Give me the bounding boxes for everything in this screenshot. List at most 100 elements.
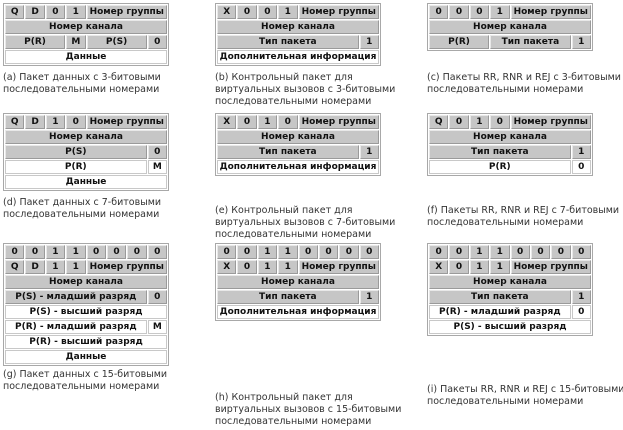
packet-caption: (f) Пакеты RR, RNR и REJ с 7-битовыми по… [427, 205, 620, 228]
packet-format-e: X 0 1 0 Номер группы Номер канала Тип пакета 1 Д… [215, 113, 381, 176]
packet-octet-row: Номер канала [5, 20, 167, 34]
packet-octet-row: X 0 1 0 Номер группы [217, 115, 379, 129]
packet-field: 1 [490, 245, 510, 259]
packet-field: 0 [66, 115, 86, 129]
packet-field: 0 [449, 115, 469, 129]
packet-field: Номер группы [298, 115, 379, 129]
packet-field-table: 0 0 1 1 0 0 0 0 X 0 1 1 Номер группы Номер канала Тип … [215, 243, 381, 321]
packet-format-a: Q D 0 1 Номер группы Номер канала P(R) M P(S) 0 Да… [3, 3, 169, 66]
packet-field: P(S) - младший разряд [5, 290, 147, 304]
packet-field: 0 [530, 245, 551, 259]
packet-field: D [25, 5, 45, 19]
packet-field: 0 [429, 5, 449, 19]
packet-field: P(R) - младший разряд [5, 320, 147, 334]
packet-field: 0 [106, 245, 127, 259]
packet-octet-row: Номер канала [217, 130, 379, 144]
packet-field: Номер канала [429, 20, 591, 34]
packet-octet-row: Номер канала [5, 130, 167, 144]
packet-octet-row: P(S) - младший разряд 0 [5, 290, 167, 304]
packet-field: X [429, 260, 449, 274]
packet-field: Номер группы [86, 5, 167, 19]
packet-field: 1 [66, 245, 86, 259]
packet-field: Номер канала [5, 130, 167, 144]
packet-octet-row: Q D 1 1 Номер группы [5, 260, 167, 274]
packet-field: P(S) - высший разряд [429, 320, 591, 334]
packet-octet-row: Данные [5, 50, 167, 64]
packet-field: 0 [469, 5, 490, 19]
packet-field: 0 [571, 160, 591, 174]
packet-field: Номер канала [5, 20, 167, 34]
packet-field: Номер группы [298, 5, 379, 19]
packet-field: 0 [147, 35, 167, 49]
packet-field: M [147, 160, 167, 174]
packet-field: 1 [278, 260, 298, 274]
packet-octet-row: X 0 0 1 Номер группы [217, 5, 379, 19]
packet-field: 1 [278, 5, 298, 19]
packet-field: Номер группы [510, 260, 591, 274]
packet-field: 1 [359, 290, 379, 304]
packet-field: 1 [257, 115, 278, 129]
packet-format-i: 0 0 1 1 0 0 0 0 X 0 1 1 Номер группы Номер канала Тип … [427, 243, 593, 336]
packet-field: 0 [449, 245, 469, 259]
packet-octet-row: Номер канала [217, 20, 379, 34]
packet-field: P(R) [429, 160, 571, 174]
packet-field: P(S) [5, 145, 147, 159]
packet-field: 0 [551, 245, 571, 259]
packet-field: 1 [278, 245, 298, 259]
packet-field: D [25, 115, 45, 129]
packet-field: Тип пакета [429, 290, 571, 304]
packet-field: Q [5, 260, 25, 274]
packet-field: Номер группы [510, 115, 591, 129]
packet-field: 0 [147, 245, 167, 259]
packet-field: 0 [490, 115, 510, 129]
packet-octet-row: P(R) - младший разряд 0 [429, 305, 591, 319]
packet-octet-row: P(S) - высший разряд [429, 320, 591, 334]
packet-field: Номер канала [217, 130, 379, 144]
packet-caption: (b) Контрольный пакет для виртуальных вы… [215, 72, 396, 107]
packet-field: Номер канала [217, 20, 379, 34]
packet-field: Q [429, 115, 449, 129]
packet-field: Тип пакета [217, 290, 359, 304]
packet-octet-row: Дополнительная информация [217, 305, 379, 319]
packet-octet-row: X 0 1 1 Номер группы [217, 260, 379, 274]
packet-field: 1 [45, 245, 66, 259]
packet-format-g: 0 0 1 1 0 0 0 0 Q D 1 1 Номер группы Номер канала P(S)… [3, 243, 169, 366]
packet-field: Дополнительная информация [217, 305, 379, 319]
packet-octet-row: Номер канала [429, 275, 591, 289]
packet-caption: (a) Пакет данных с 3-битовыми последоват… [3, 72, 161, 95]
packet-field: X [217, 115, 237, 129]
packet-octet-row: Тип пакета 1 [429, 145, 591, 159]
packet-octet-row: P(R) 0 [429, 160, 591, 174]
packet-octet-row: Номер канала [217, 275, 379, 289]
packet-field-table: 0 0 1 1 0 0 0 0 X 0 1 1 Номер группы Номер канала Тип … [427, 243, 593, 336]
packet-octet-row: Тип пакета 1 [217, 145, 379, 159]
packet-field: 1 [66, 260, 86, 274]
packet-field: 0 [318, 245, 339, 259]
packet-octet-row: P(R) Тип пакета 1 [429, 35, 591, 49]
packet-field: P(S) [86, 35, 147, 49]
packet-field: 1 [45, 115, 66, 129]
packet-field: 0 [298, 245, 318, 259]
packet-octet-row: Тип пакета 1 [217, 35, 379, 49]
packet-field: 0 [359, 245, 379, 259]
packet-format-d: Q D 1 0 Номер группы Номер канала P(S) 0 P(R) M Да… [3, 113, 169, 191]
packet-field: P(R) - младший разряд [429, 305, 571, 319]
packet-octet-row: Данные [5, 350, 167, 364]
packet-field: 0 [571, 245, 591, 259]
packet-field-table: 0 0 0 1 Номер группы Номер канала P(R) Тип паке… [427, 3, 593, 51]
packet-octet-row: Номер канала [429, 130, 591, 144]
packet-field: 0 [217, 245, 237, 259]
packet-field: 1 [571, 35, 591, 49]
packet-field: 1 [45, 260, 66, 274]
packet-format-f: Q 0 1 0 Номер группы Номер канала Тип пакета 1 P… [427, 113, 593, 176]
packet-field: Дополнительная информация [217, 160, 379, 174]
packet-field: Тип пакета [490, 35, 571, 49]
packet-field: 0 [237, 5, 257, 19]
packet-field-table: Q D 1 0 Номер группы Номер канала P(S) 0 P(R) M Да… [3, 113, 169, 191]
packet-caption: (h) Контрольный пакет для виртуальных вы… [215, 392, 402, 427]
packet-octet-row: Тип пакета 1 [217, 290, 379, 304]
packet-octet-row: Q D 1 0 Номер группы [5, 115, 167, 129]
